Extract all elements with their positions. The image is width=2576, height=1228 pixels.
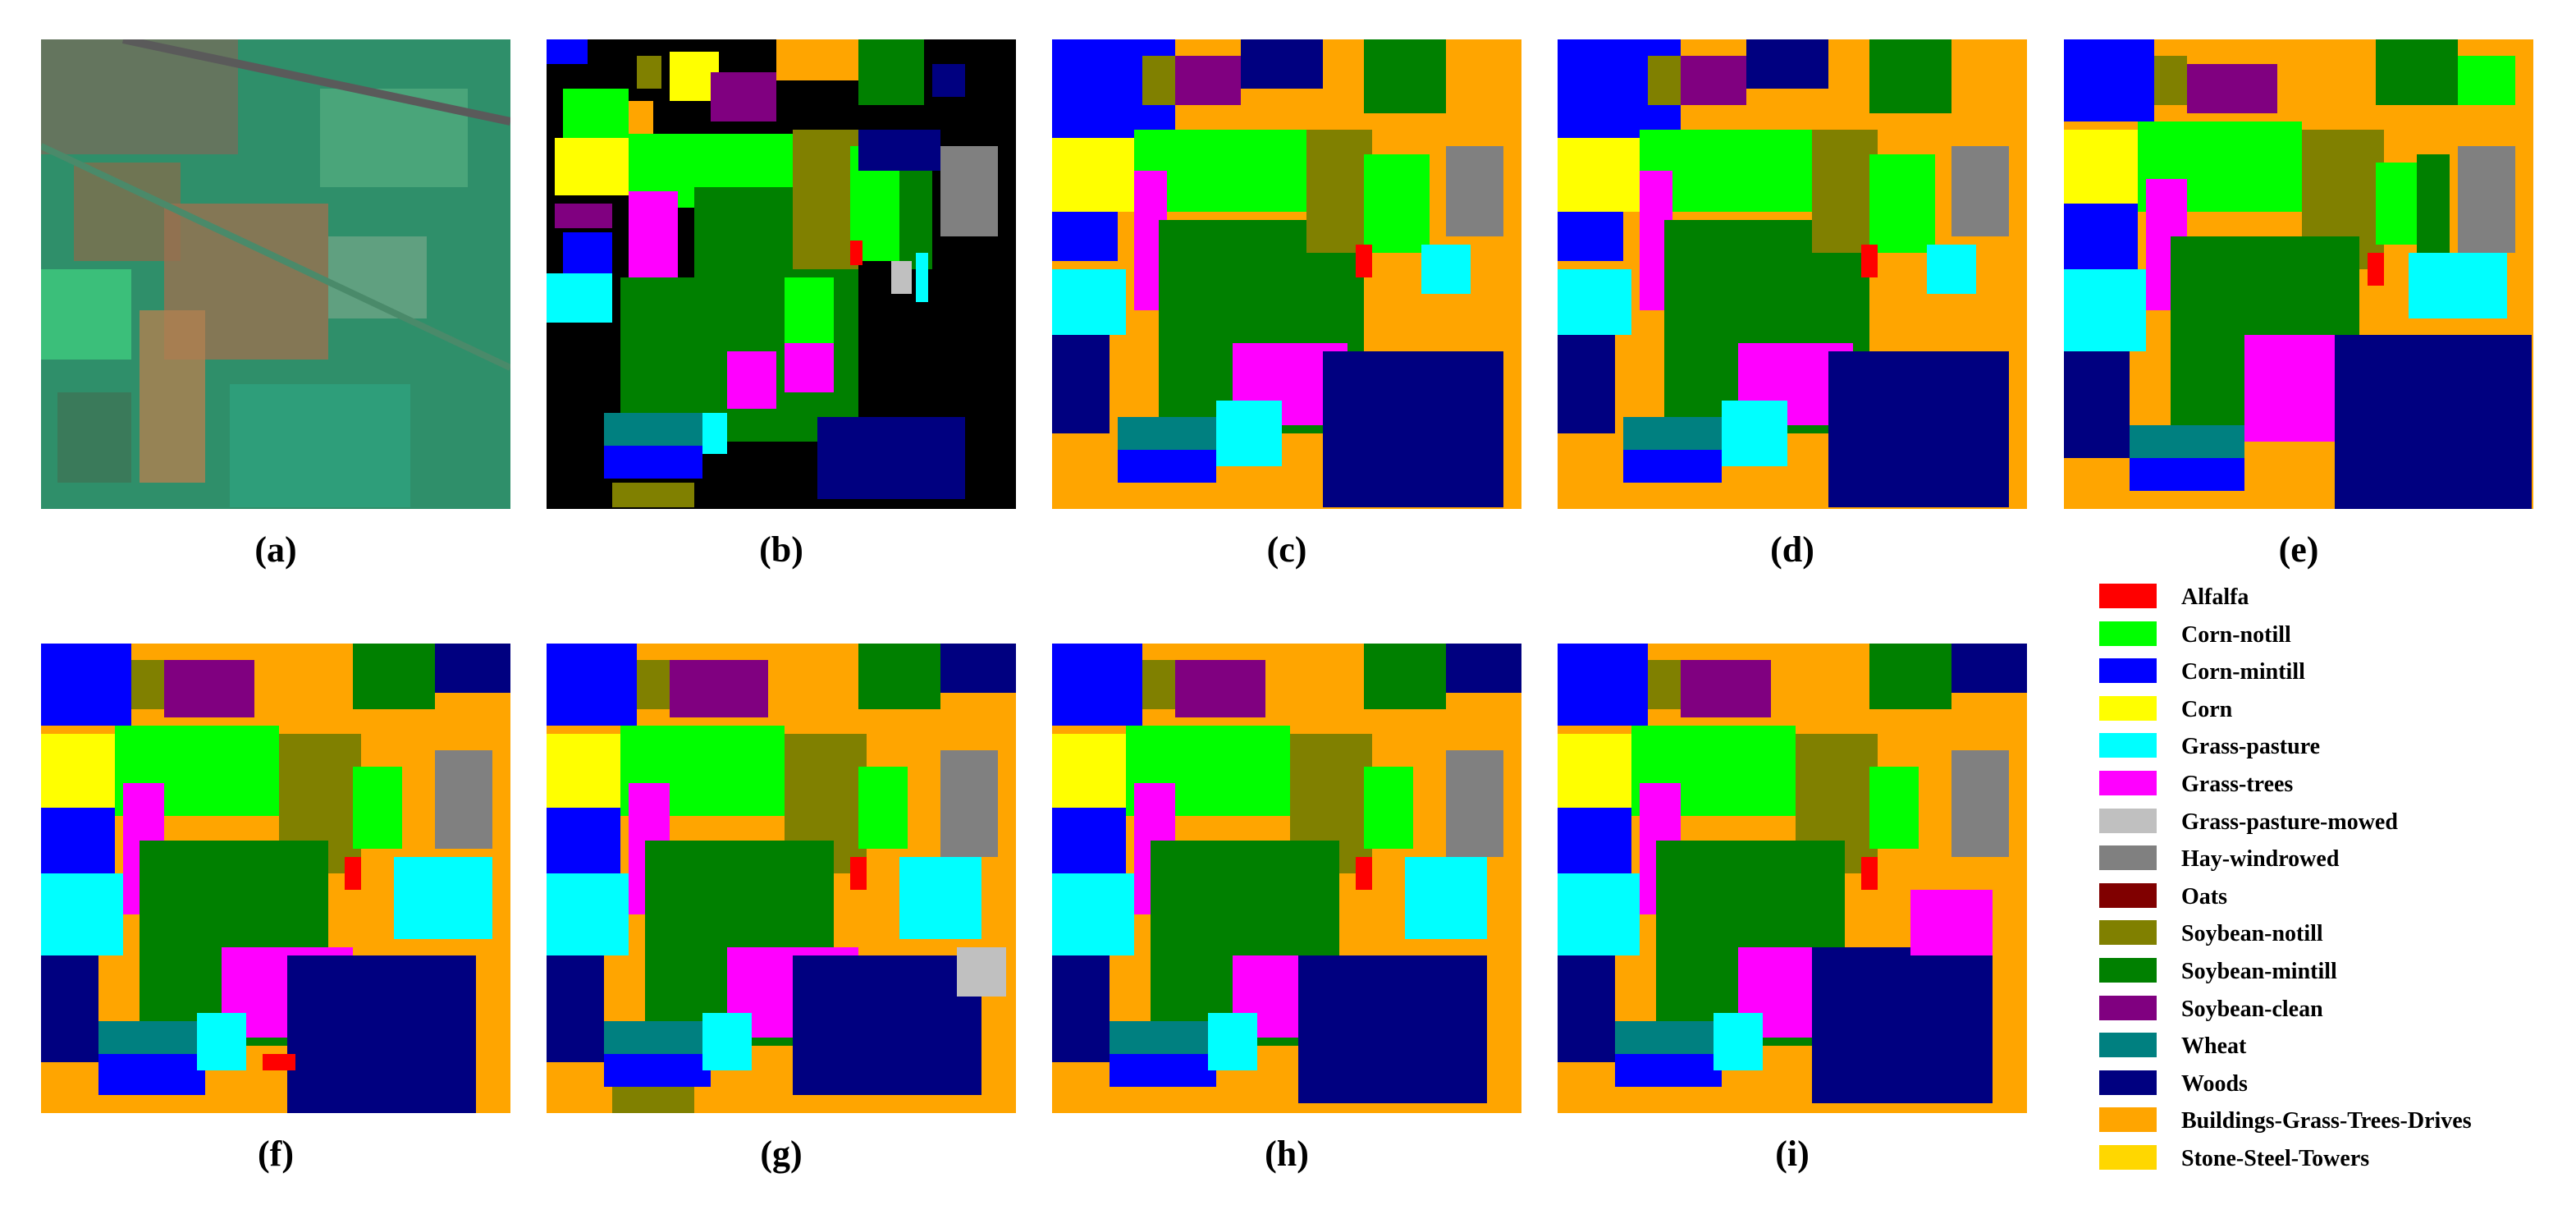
legend-swatch <box>2099 995 2157 1020</box>
legend-swatch <box>2099 1107 2157 1133</box>
legend-item: Grass-pasture-mowed <box>2099 806 2559 836</box>
legend-label: Stone-Steel-Towers <box>2181 1146 2370 1171</box>
legend-item: Corn-notill <box>2099 619 2559 648</box>
legend-swatch <box>2099 1033 2157 1058</box>
panel-a-false-color-image <box>41 39 510 509</box>
panel-h-classification-map <box>1052 644 1521 1113</box>
legend-swatch <box>2099 658 2157 684</box>
legend-label: Wheat <box>2181 1033 2247 1060</box>
legend-swatch <box>2099 584 2157 608</box>
caption-d: (d) <box>1770 529 1814 570</box>
legend-item: Buildings-Grass-Trees-Drives <box>2099 1105 2559 1134</box>
legend-label: Woods <box>2181 1070 2248 1097</box>
caption-a: (a) <box>254 529 297 570</box>
legend-item: Corn-mintill <box>2099 656 2559 685</box>
legend-item: Stone-Steel-Towers <box>2099 1143 2559 1172</box>
caption-g: (g) <box>760 1134 803 1174</box>
panel-g-classification-map <box>547 644 1016 1113</box>
legend-item: Hay-windrowed <box>2099 843 2559 873</box>
caption-f: (f) <box>258 1134 294 1174</box>
legend-item: Grass-trees <box>2099 768 2559 798</box>
caption-e: (e) <box>2278 529 2319 570</box>
legend-label: Grass-trees <box>2181 772 2294 797</box>
legend-label: Soybean-clean <box>2181 996 2323 1022</box>
panel-i-classification-map <box>1558 644 2027 1113</box>
legend-label: Soybean-notill <box>2181 921 2323 947</box>
legend-label: Corn <box>2181 696 2233 722</box>
caption-c: (c) <box>1266 529 1307 570</box>
caption-b: (b) <box>759 529 803 570</box>
legend-swatch <box>2099 733 2157 758</box>
legend-swatch <box>2099 882 2157 908</box>
legend-swatch <box>2099 920 2157 946</box>
legend-swatch <box>2099 695 2157 721</box>
panel-f-classification-map <box>41 644 510 1113</box>
panel-b-ground-truth-map <box>547 39 1016 509</box>
legend-swatch <box>2099 621 2157 646</box>
legend-item: Wheat <box>2099 1030 2559 1060</box>
legend-label: Grass-pasture <box>2181 734 2321 760</box>
caption-i: (i) <box>1775 1134 1810 1174</box>
legend-swatch <box>2099 808 2157 833</box>
legend-item: Grass-pasture <box>2099 731 2559 760</box>
legend-item: Woods <box>2099 1068 2559 1097</box>
legend-swatch <box>2099 771 2157 795</box>
legend-swatch <box>2099 845 2157 871</box>
legend-swatch <box>2099 958 2157 983</box>
legend-label: Alfalfa <box>2181 584 2249 610</box>
legend-item: Oats <box>2099 881 2559 910</box>
legend-label: Grass-pasture-mowed <box>2181 809 2398 835</box>
legend-item: Alfalfa <box>2099 581 2559 611</box>
caption-h: (h) <box>1265 1134 1309 1174</box>
legend-label: Buildings-Grass-Trees-Drives <box>2181 1108 2472 1134</box>
legend-label: Hay-windrowed <box>2181 846 2340 873</box>
legend-label: Corn-notill <box>2181 621 2291 648</box>
legend-item: Corn <box>2099 694 2559 723</box>
panel-d-classification-map <box>1558 39 2027 509</box>
legend-label: Oats <box>2181 883 2227 910</box>
legend-swatch <box>2099 1070 2157 1095</box>
legend-item: Soybean-mintill <box>2099 955 2559 985</box>
panel-e-classification-map <box>2064 39 2533 509</box>
legend-item: Soybean-notill <box>2099 918 2559 947</box>
legend-label: Corn-mintill <box>2181 659 2305 685</box>
legend-swatch <box>2099 1145 2157 1170</box>
legend-item: Soybean-clean <box>2099 993 2559 1023</box>
panel-c-classification-map <box>1052 39 1521 509</box>
legend-label: Soybean-mintill <box>2181 959 2337 984</box>
